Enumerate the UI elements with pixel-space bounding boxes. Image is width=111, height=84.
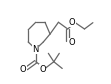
Text: O: O (20, 65, 26, 74)
Text: O: O (68, 38, 75, 47)
Text: O: O (69, 18, 76, 27)
Text: O: O (39, 65, 46, 74)
Text: N: N (33, 45, 39, 54)
